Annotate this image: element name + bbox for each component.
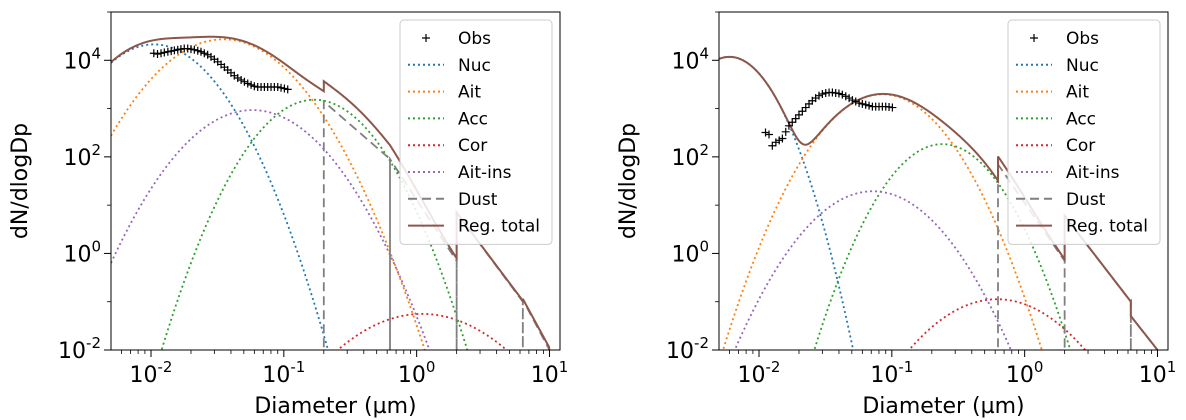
legend-label-obs: Obs	[1066, 29, 1099, 49]
legend-label-cor: Cor	[1066, 136, 1095, 156]
obs-point	[283, 85, 292, 94]
obs-point	[771, 138, 780, 147]
legend-label-ait: Ait	[1066, 83, 1089, 103]
legend-box	[1007, 19, 1161, 245]
legend-label-acc: Acc	[1066, 109, 1096, 129]
x-tick-label: 10-1	[262, 358, 305, 388]
axes-frame	[718, 11, 1169, 351]
obs-point	[237, 76, 246, 85]
x-tick-label: 100	[398, 358, 436, 388]
y-tick-label: 100	[671, 237, 709, 267]
y-axis-label: dN/dlogDp	[616, 123, 641, 239]
x-tick-label: 10-1	[870, 358, 913, 388]
obs-point	[784, 121, 793, 130]
y-tick-label: 10-2	[58, 334, 101, 364]
y-tick-label: 102	[63, 141, 101, 171]
legend: Obs Nuc Ait Acc Cor Ait-ins Dust Reg. total	[1007, 19, 1161, 245]
legend-label-ait-ins: Ait-ins	[1066, 163, 1120, 183]
obs-point	[858, 99, 867, 108]
y-tick-label: 104	[63, 44, 101, 74]
x-axis-label: Diameter (µm)	[254, 394, 416, 419]
legend-label-nuc: Nuc	[458, 56, 491, 76]
series-acc	[160, 98, 469, 350]
legend-label-ait: Ait	[458, 83, 481, 103]
obs-point	[250, 82, 259, 91]
x-axis-label: Diameter (µm)	[862, 394, 1024, 419]
series-reg-total	[719, 55, 1159, 350]
y-tick-label: 100	[63, 237, 101, 267]
obs-point	[190, 45, 199, 54]
obs-point	[761, 128, 770, 137]
y-tick-label: 104	[671, 44, 709, 74]
y-tick-label: 102	[671, 141, 709, 171]
obs-point	[233, 73, 242, 82]
legend-label-dust: Dust	[1066, 190, 1106, 210]
legend-label-reg-total: Reg. total	[1066, 217, 1148, 237]
legend-label-cor: Cor	[458, 136, 487, 156]
x-tick-label: 10-2	[130, 358, 173, 388]
obs-point	[781, 127, 790, 136]
plot-area	[111, 35, 551, 350]
obs-point	[176, 45, 185, 54]
series-cor	[907, 298, 1087, 350]
obs-point	[273, 82, 282, 91]
legend-swatch-obs	[1030, 34, 1038, 42]
obs-point	[865, 101, 874, 110]
obs-point	[838, 90, 847, 99]
obs-point	[851, 97, 860, 106]
obs-point	[818, 90, 827, 99]
obs-point	[814, 91, 823, 100]
obs-point	[765, 130, 774, 139]
legend-box	[399, 19, 553, 245]
obs-point	[197, 47, 206, 56]
obs-point	[203, 50, 212, 59]
x-tick-label: 10-2	[738, 358, 781, 388]
y-tick-label: 10-2	[666, 334, 709, 364]
obs-point	[157, 49, 166, 58]
obs-point	[170, 46, 179, 55]
series-nuc	[111, 43, 330, 350]
obs-point	[240, 77, 249, 86]
series-cor	[336, 313, 508, 350]
obs-point	[768, 141, 777, 150]
chart-panel-right: 10-2 10-1 100 101 10-2 100 102 104 Diameter (µm)…	[616, 11, 1177, 419]
series-reg-total	[111, 35, 551, 350]
obs-point	[277, 83, 286, 92]
obs-point	[848, 96, 857, 105]
obs-point	[794, 110, 803, 119]
obs-point	[834, 89, 843, 98]
obs-point	[163, 47, 172, 56]
x-tick-label: 100	[1006, 358, 1044, 388]
legend-label-obs: Obs	[458, 29, 491, 49]
x-tick-label: 101	[1139, 358, 1177, 388]
legend-swatch-obs	[422, 34, 430, 42]
obs-point	[845, 94, 854, 103]
legend-label-acc: Acc	[458, 109, 488, 129]
obs-point	[200, 49, 209, 58]
x-tick-label: 101	[531, 358, 569, 388]
obs-point	[841, 92, 850, 101]
obs-point	[153, 49, 162, 58]
obs-point	[243, 79, 252, 88]
legend-label-ait-ins: Ait-ins	[458, 163, 512, 183]
obs-point	[280, 84, 289, 93]
legend-label-reg-total: Reg. total	[458, 217, 540, 237]
obs-point	[778, 134, 787, 143]
obs-point	[798, 107, 807, 116]
legend: Obs Nuc Ait Acc Cor Ait-ins Dust Reg. total	[399, 19, 553, 245]
obs-point	[186, 45, 195, 54]
series-ait-ins	[111, 109, 431, 350]
legend-label-dust: Dust	[458, 190, 498, 210]
legend-label-nuc: Nuc	[1066, 56, 1099, 76]
axes-frame	[110, 11, 561, 351]
obs-point	[788, 118, 797, 127]
y-axis-label: dN/dlogDp	[8, 123, 33, 239]
obs-point	[149, 49, 158, 58]
obs-point	[160, 48, 169, 57]
obs-point	[888, 103, 897, 112]
chart-panel-left: 10-2 10-1 100 101 10-2 100 102 104 Diameter (µm)…	[8, 11, 569, 419]
obs-point	[861, 100, 870, 109]
